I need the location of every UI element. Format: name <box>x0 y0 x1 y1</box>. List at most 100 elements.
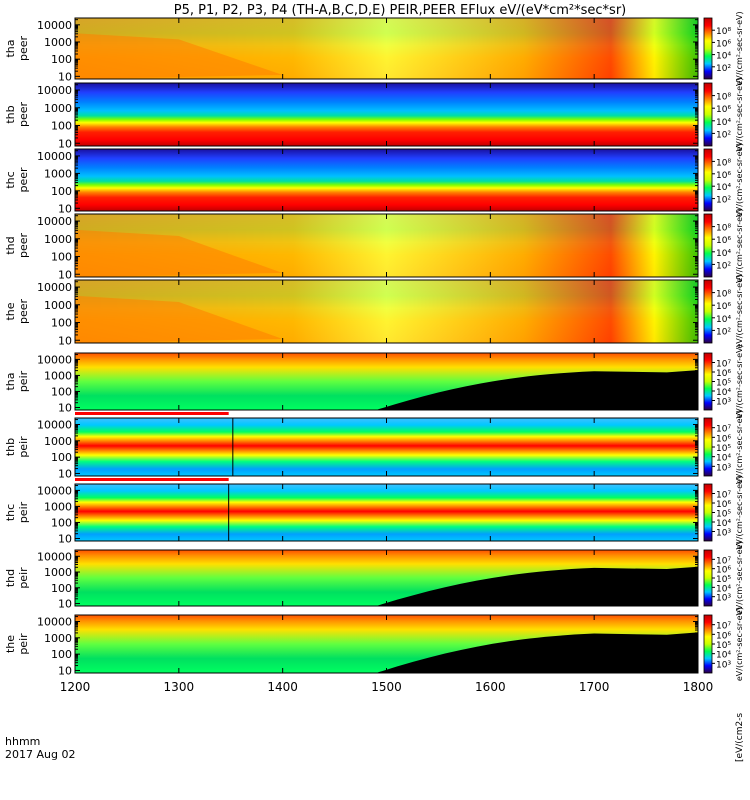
colorbar-tick-label: 10⁷ <box>716 491 731 501</box>
colorbar-tick-label: 10⁶ <box>716 105 731 115</box>
panel-probe-label: the <box>4 302 17 320</box>
panel-kind-label: peir <box>17 633 30 655</box>
x-tick-label: 1300 <box>164 680 195 694</box>
y-tick-label: 1000 <box>44 167 72 180</box>
y-tick-label: 10 <box>58 202 72 215</box>
panel-probe-label: thb <box>4 105 17 123</box>
y-tick-label: 10 <box>58 70 72 83</box>
y-tick-label: 10 <box>58 533 72 546</box>
colorbar-tick-label: 10⁸ <box>716 93 731 103</box>
colorbar-tick-label: 10⁵ <box>716 444 731 454</box>
colorbar-tick-label: 10³ <box>716 529 731 539</box>
y-tick-label: 100 <box>51 516 72 529</box>
y-tick-label: 10000 <box>37 84 72 97</box>
colorbar-label: eV/(cm²-sec-sr-eV) <box>735 143 744 217</box>
colorbar-tick-label: 10⁸ <box>716 27 731 37</box>
colorbar-label: eV/(cm²-sec-sr-eV) <box>735 344 744 418</box>
colorbar-label: eV/(cm²-sec-sr-eV) <box>735 11 744 85</box>
colorbar-tick-label: 10⁵ <box>716 510 731 520</box>
colorbar-label: eV/(cm²-sec-sr-eV) <box>735 475 744 549</box>
colorbar-tick-label: 10² <box>716 327 731 337</box>
y-tick-label: 10 <box>58 598 72 611</box>
colorbar-label: eV/(cm²-sec-sr-eV) <box>735 410 744 484</box>
colorbar <box>703 352 713 411</box>
spectrogram-image <box>75 418 698 476</box>
colorbar-tick-label: 10⁶ <box>716 566 731 576</box>
colorbar-tick-label: 10³ <box>716 398 731 408</box>
colorbar-tick-label: 10⁴ <box>716 454 731 464</box>
x-tick-label: 1600 <box>475 680 506 694</box>
y-tick-label: 100 <box>51 251 72 264</box>
panel-probe-label: tha <box>4 372 17 390</box>
x-tick-label: 1500 <box>371 680 402 694</box>
panel-the-peer: 10 100 1000 10000 the peer 10² 10⁴ 10⁶ 10⁸ eV/(cm²… <box>4 274 744 348</box>
panel-probe-label: thd <box>4 236 17 254</box>
panel-kind-label: peir <box>17 436 30 458</box>
y-tick-label: 10000 <box>37 215 72 228</box>
panel-probe-label: tha <box>4 39 17 57</box>
panel-tha-peer: 10 100 1000 10000 tha peer 10² 10⁴ 10⁶ 10⁸ eV/(cm²… <box>4 11 744 85</box>
colorbar-tick-label: 10³ <box>716 594 731 604</box>
x-axis-date: 2017 Aug 02 <box>5 748 75 761</box>
colorbar-tick-label: 10⁵ <box>716 641 731 651</box>
colorbar-tick-label: 10⁶ <box>716 631 731 641</box>
colorbar-tick-label: 10⁴ <box>716 315 731 325</box>
colorbar-tick-label: 10⁶ <box>716 369 731 379</box>
chart-title: P5, P1, P2, P3, P4 (TH-A,B,C,D,E) PEIR,P… <box>174 3 627 18</box>
panel-kind-label: peer <box>17 102 30 128</box>
panel-kind-label: peer <box>17 36 30 62</box>
colorbar-label: eV/(cm²-sec-sr-eV) <box>735 541 744 615</box>
colorbar-tick-label: 10⁴ <box>716 183 731 193</box>
y-tick-label: 100 <box>51 648 72 661</box>
y-tick-label: 100 <box>51 317 72 330</box>
colorbar <box>703 417 713 477</box>
colorbar-tick-label: 10⁴ <box>716 519 731 529</box>
y-tick-label: 100 <box>51 185 72 198</box>
panel-kind-label: peer <box>17 167 30 193</box>
y-tick-label: 10000 <box>37 281 72 294</box>
x-tick-label: 1200 <box>60 680 91 694</box>
x-tick-label: 1400 <box>267 680 298 694</box>
y-tick-label: 1000 <box>44 566 72 579</box>
y-tick-label: 10000 <box>37 484 72 497</box>
colorbar-tick-label: 10² <box>716 64 731 74</box>
y-tick-label: 10000 <box>37 150 72 163</box>
y-tick-label: 10 <box>58 137 72 150</box>
colorbar-tick-label: 10⁷ <box>716 360 731 370</box>
panel-thb-peer: 10 100 1000 10000 thb peer 10² 10⁴ 10⁶ 10⁸ eV/(cm²… <box>4 77 744 151</box>
y-tick-label: 10 <box>58 334 72 347</box>
colorbar <box>703 279 713 344</box>
y-tick-label: 10 <box>58 467 72 480</box>
colorbar-tick-label: 10² <box>716 261 731 271</box>
colorbar-label: eV/(cm²-sec-sr-eV) <box>735 208 744 282</box>
colorbar-tick-label: 10⁵ <box>716 379 731 389</box>
colorbar <box>703 614 713 674</box>
colorbar-tick-label: 10² <box>716 130 731 140</box>
y-tick-label: 1000 <box>44 369 72 382</box>
colorbar-tick-label: 10⁷ <box>716 556 731 566</box>
x-tick-label: 1700 <box>579 680 610 694</box>
colorbar-tick-label: 10⁴ <box>716 651 731 661</box>
y-tick-label: 1000 <box>44 299 72 312</box>
colorbar-tick-label: 10³ <box>716 463 731 473</box>
colorbar-label: eV/(cm²-sec-sr-eV) <box>735 77 744 151</box>
y-tick-label: 100 <box>51 53 72 66</box>
colorbar-tick-label: 10⁴ <box>716 249 731 259</box>
panel-kind-label: peir <box>17 501 30 523</box>
y-tick-label: 10000 <box>37 418 72 431</box>
y-tick-label: 1000 <box>44 36 72 49</box>
y-tick-label: 1000 <box>44 102 72 115</box>
y-tick-label: 100 <box>51 582 72 595</box>
spectrogram-image <box>75 83 698 146</box>
panel-thd-peer: 10 100 1000 10000 thd peer 10² 10⁴ 10⁶ 10⁸ eV/(cm²… <box>4 208 744 282</box>
x-axis-label: hhmm <box>5 735 40 748</box>
y-tick-label: 1000 <box>44 435 72 448</box>
x-axis: 1200 1300 1400 1500 1600 1700 1800 [eV/(cm2-s <box>60 680 745 762</box>
y-tick-label: 10 <box>58 664 72 677</box>
